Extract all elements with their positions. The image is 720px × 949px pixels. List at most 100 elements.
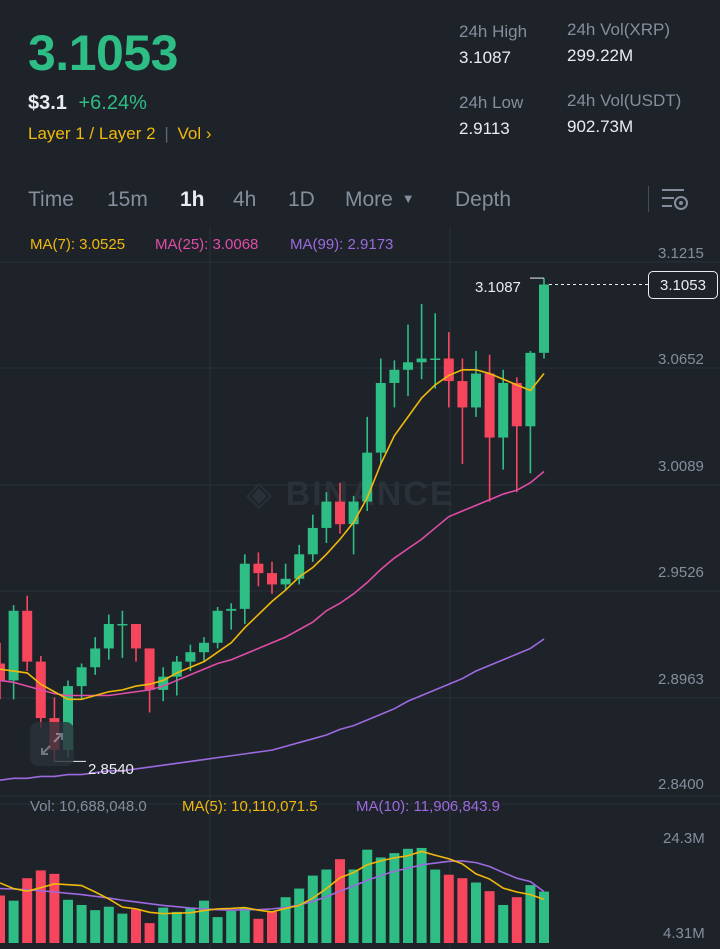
tab-divider: [648, 186, 649, 212]
stat-label: 24h Low: [459, 93, 524, 112]
volume-bar: [185, 907, 196, 943]
volume-bar: [539, 891, 549, 943]
volume-bar: [239, 908, 250, 943]
candle-body: [280, 578, 291, 585]
volume-bar: [8, 900, 19, 943]
volume-legend: Vol: 10,688,048.0: [30, 798, 147, 815]
tab-time[interactable]: Time: [28, 188, 74, 211]
stat-label: 24h Vol(XRP): [567, 20, 670, 39]
candle-body: [389, 369, 400, 383]
vol-tag[interactable]: Vol: [177, 124, 202, 143]
volume-axis-label: 4.31M: [663, 925, 705, 942]
stat-24h-low: 24h Low 2.9113: [459, 93, 523, 139]
price-change-percent: +6.24%: [78, 92, 147, 114]
candles: [0, 278, 549, 762]
volume-bar: [103, 906, 114, 943]
low-marker-label: 2.8540: [88, 761, 134, 778]
price-axis-label: 2.8400: [658, 776, 704, 793]
volume-ma5-line: [0, 850, 545, 915]
volume-bar: [267, 911, 277, 943]
ma25-legend: MA(25): 3.0068: [155, 236, 259, 253]
volume-bar: [348, 869, 359, 943]
volume-bar: [49, 873, 60, 943]
volume-bar: [117, 913, 128, 943]
volume-bar: [158, 907, 169, 943]
candle-body: [144, 648, 155, 690]
price-axis-label: 3.0652: [658, 351, 704, 368]
price-axis-label: 2.9526: [658, 564, 704, 581]
volume-bar: [389, 853, 400, 943]
volume-bar: [212, 917, 223, 943]
zoom-button[interactable]: [30, 722, 74, 766]
interval-tabs: Time 15m 1h 4h 1D More ▼ Depth: [0, 182, 720, 222]
volume-bar: [144, 923, 155, 943]
volume-bar: [307, 875, 318, 943]
candle-body: [158, 676, 169, 690]
volume-bar: [511, 897, 522, 943]
candle-body: [321, 501, 332, 528]
tag-divider: |: [164, 124, 169, 143]
candle-body: [307, 527, 318, 555]
volume-bar: [35, 870, 46, 943]
volume-bar: [403, 848, 413, 943]
candle-body: [484, 373, 495, 438]
candle-body: [403, 362, 413, 370]
ma25-line: [0, 470, 545, 697]
candle-body: [22, 610, 33, 662]
tab-depth[interactable]: Depth: [455, 188, 512, 211]
tag-row: Layer 1 / Layer 2 | Vol ›: [28, 124, 212, 144]
candle-body: [294, 554, 305, 579]
price-axis-label: 3.0089: [658, 458, 704, 475]
stat-24h-vol-xrp: 24h Vol(XRP) 299.22M: [567, 20, 670, 66]
tab-1h[interactable]: 1h: [180, 188, 205, 211]
ma99-line: [0, 638, 545, 782]
candle-body: [171, 661, 182, 677]
tab-1d[interactable]: 1D: [288, 188, 315, 211]
chevron-right-icon: ›: [205, 124, 212, 143]
candlestick-chart[interactable]: [0, 228, 720, 949]
candle-body: [8, 610, 19, 681]
tab-more[interactable]: More ▼: [345, 188, 415, 212]
volume-bar: [430, 869, 441, 943]
current-price-tag: 3.1053: [648, 270, 718, 299]
stat-value: 902.73M: [567, 117, 634, 136]
volume-bar: [90, 910, 101, 943]
ma7-line: [0, 368, 545, 701]
candle-body: [416, 358, 427, 363]
candle-body: [253, 563, 264, 574]
volume-ma5-legend: MA(5): 10,110,071.5: [182, 798, 318, 815]
volume-bar: [171, 911, 182, 943]
tab-4h[interactable]: 4h: [233, 188, 257, 211]
candle-body: [511, 382, 522, 427]
ma-lines: [0, 368, 545, 782]
tab-15m[interactable]: 15m: [107, 188, 148, 211]
volume-bar: [416, 847, 427, 943]
chart-grid: [0, 228, 720, 949]
candle-body: [362, 452, 373, 502]
high-marker-label: 3.1087: [475, 279, 521, 296]
volume-bar: [375, 857, 386, 943]
candle-body: [103, 623, 114, 649]
chart-settings-icon[interactable]: [660, 186, 690, 214]
candle-body: [471, 373, 481, 408]
volume-bar: [498, 904, 509, 943]
volume-bar: [226, 911, 237, 943]
candle-body: [267, 573, 277, 585]
volume-bar: [131, 909, 141, 943]
candle-body: [239, 563, 250, 609]
ma99-legend: MA(99): 2.9173: [290, 236, 394, 253]
stat-value: 2.9113: [459, 119, 510, 138]
volume-bar: [443, 874, 454, 943]
candle-body: [498, 382, 509, 438]
volume-bar: [484, 891, 495, 943]
candle-body: [375, 382, 386, 453]
category-tag[interactable]: Layer 1 / Layer 2: [28, 124, 156, 143]
volume-axis-label: 24.3M: [663, 830, 705, 847]
candle-body: [185, 652, 196, 662]
volume-bar: [22, 878, 33, 943]
price-axis-label: 2.8963: [658, 671, 704, 688]
volume-bar: [76, 904, 87, 943]
binance-logo-icon: ◈: [246, 475, 275, 513]
volume-bar: [471, 882, 481, 943]
usd-price: $3.1: [28, 92, 67, 114]
